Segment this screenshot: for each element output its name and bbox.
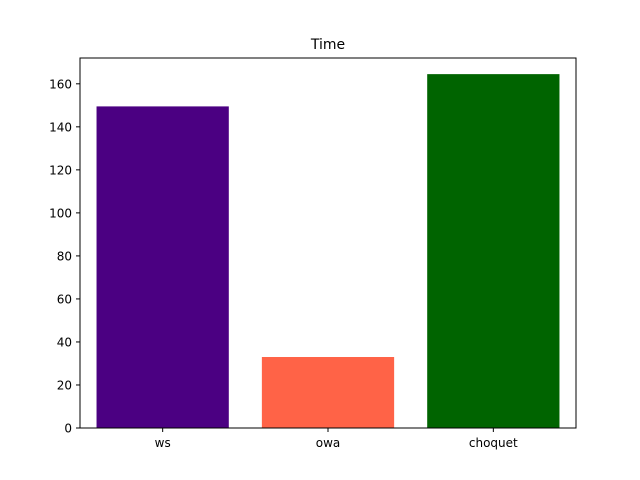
x-tick-label: choquet (469, 436, 518, 450)
plot-frame (79, 57, 577, 429)
bar-choquet (427, 74, 560, 428)
y-tick-label: 140 (49, 120, 72, 134)
y-tick-label: 0 (64, 422, 72, 436)
y-tick-label: 60 (57, 292, 72, 306)
bar-ws (96, 106, 229, 429)
x-tick-label: ws (155, 436, 171, 450)
bars-group (96, 74, 560, 429)
y-tick-label: 40 (57, 335, 72, 349)
y-axis: 0 20 40 60 80 100 120 140 160 (49, 77, 80, 436)
y-tick-label: 120 (49, 163, 72, 177)
y-tick-label: 80 (57, 249, 72, 263)
y-tick-label: 100 (49, 206, 72, 220)
chart-title: Time (310, 37, 345, 53)
bar-owa (261, 357, 395, 428)
y-tick-label: 160 (49, 77, 72, 91)
x-tick-label: owa (316, 436, 341, 450)
x-axis: ws owa choquet (155, 428, 518, 450)
y-tick-label: 20 (57, 378, 72, 392)
